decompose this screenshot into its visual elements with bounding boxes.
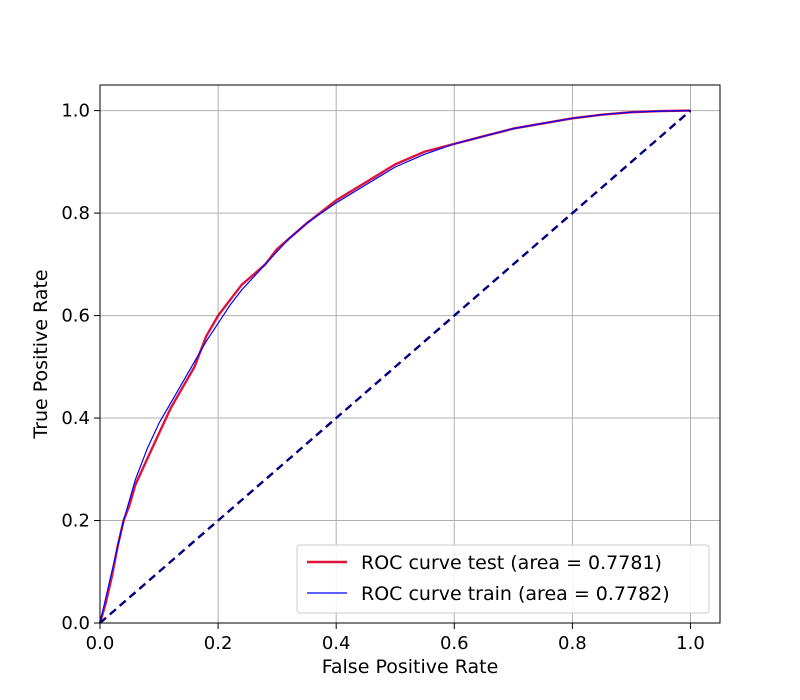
y-tick-label: 0.8 (61, 203, 90, 224)
y-tick-label: 1.0 (61, 101, 90, 122)
x-tick-label: 0.0 (86, 633, 115, 654)
grid-lines (99, 85, 720, 624)
plot-frame (99, 84, 721, 624)
y-tick-label: 0.2 (61, 511, 90, 532)
y-axis-label: True Positive Rate (30, 269, 52, 439)
x-tick-label: 0.6 (440, 633, 469, 654)
y-tick-label: 0.6 (61, 306, 90, 327)
roc-curve-train-line (99, 110, 691, 624)
series-layer (98, 109, 692, 624)
legend-box (296, 544, 710, 614)
legend-entry-test: ROC curve test (area = 0.7781) (361, 552, 662, 574)
y-tick-label: 0.0 (61, 613, 90, 634)
legend: ROC curve test (area = 0.7781) ROC curve… (296, 544, 710, 614)
x-tick-label: 0.4 (322, 633, 351, 654)
axis-ticks: 0.0 0.2 0.4 0.6 0.8 1.0 0.0 0.2 0.4 0.6 0.8 1.0 (61, 101, 704, 654)
x-tick-label: 0.2 (204, 633, 233, 654)
y-tick-label: 0.4 (61, 408, 90, 429)
x-tick-label: 1.0 (676, 633, 705, 654)
x-tick-label: 0.8 (558, 633, 587, 654)
x-axis-label: False Positive Rate (322, 656, 499, 678)
chance-diagonal-line (99, 109, 692, 624)
legend-entry-train: ROC curve train (area = 0.7782) (361, 583, 670, 605)
